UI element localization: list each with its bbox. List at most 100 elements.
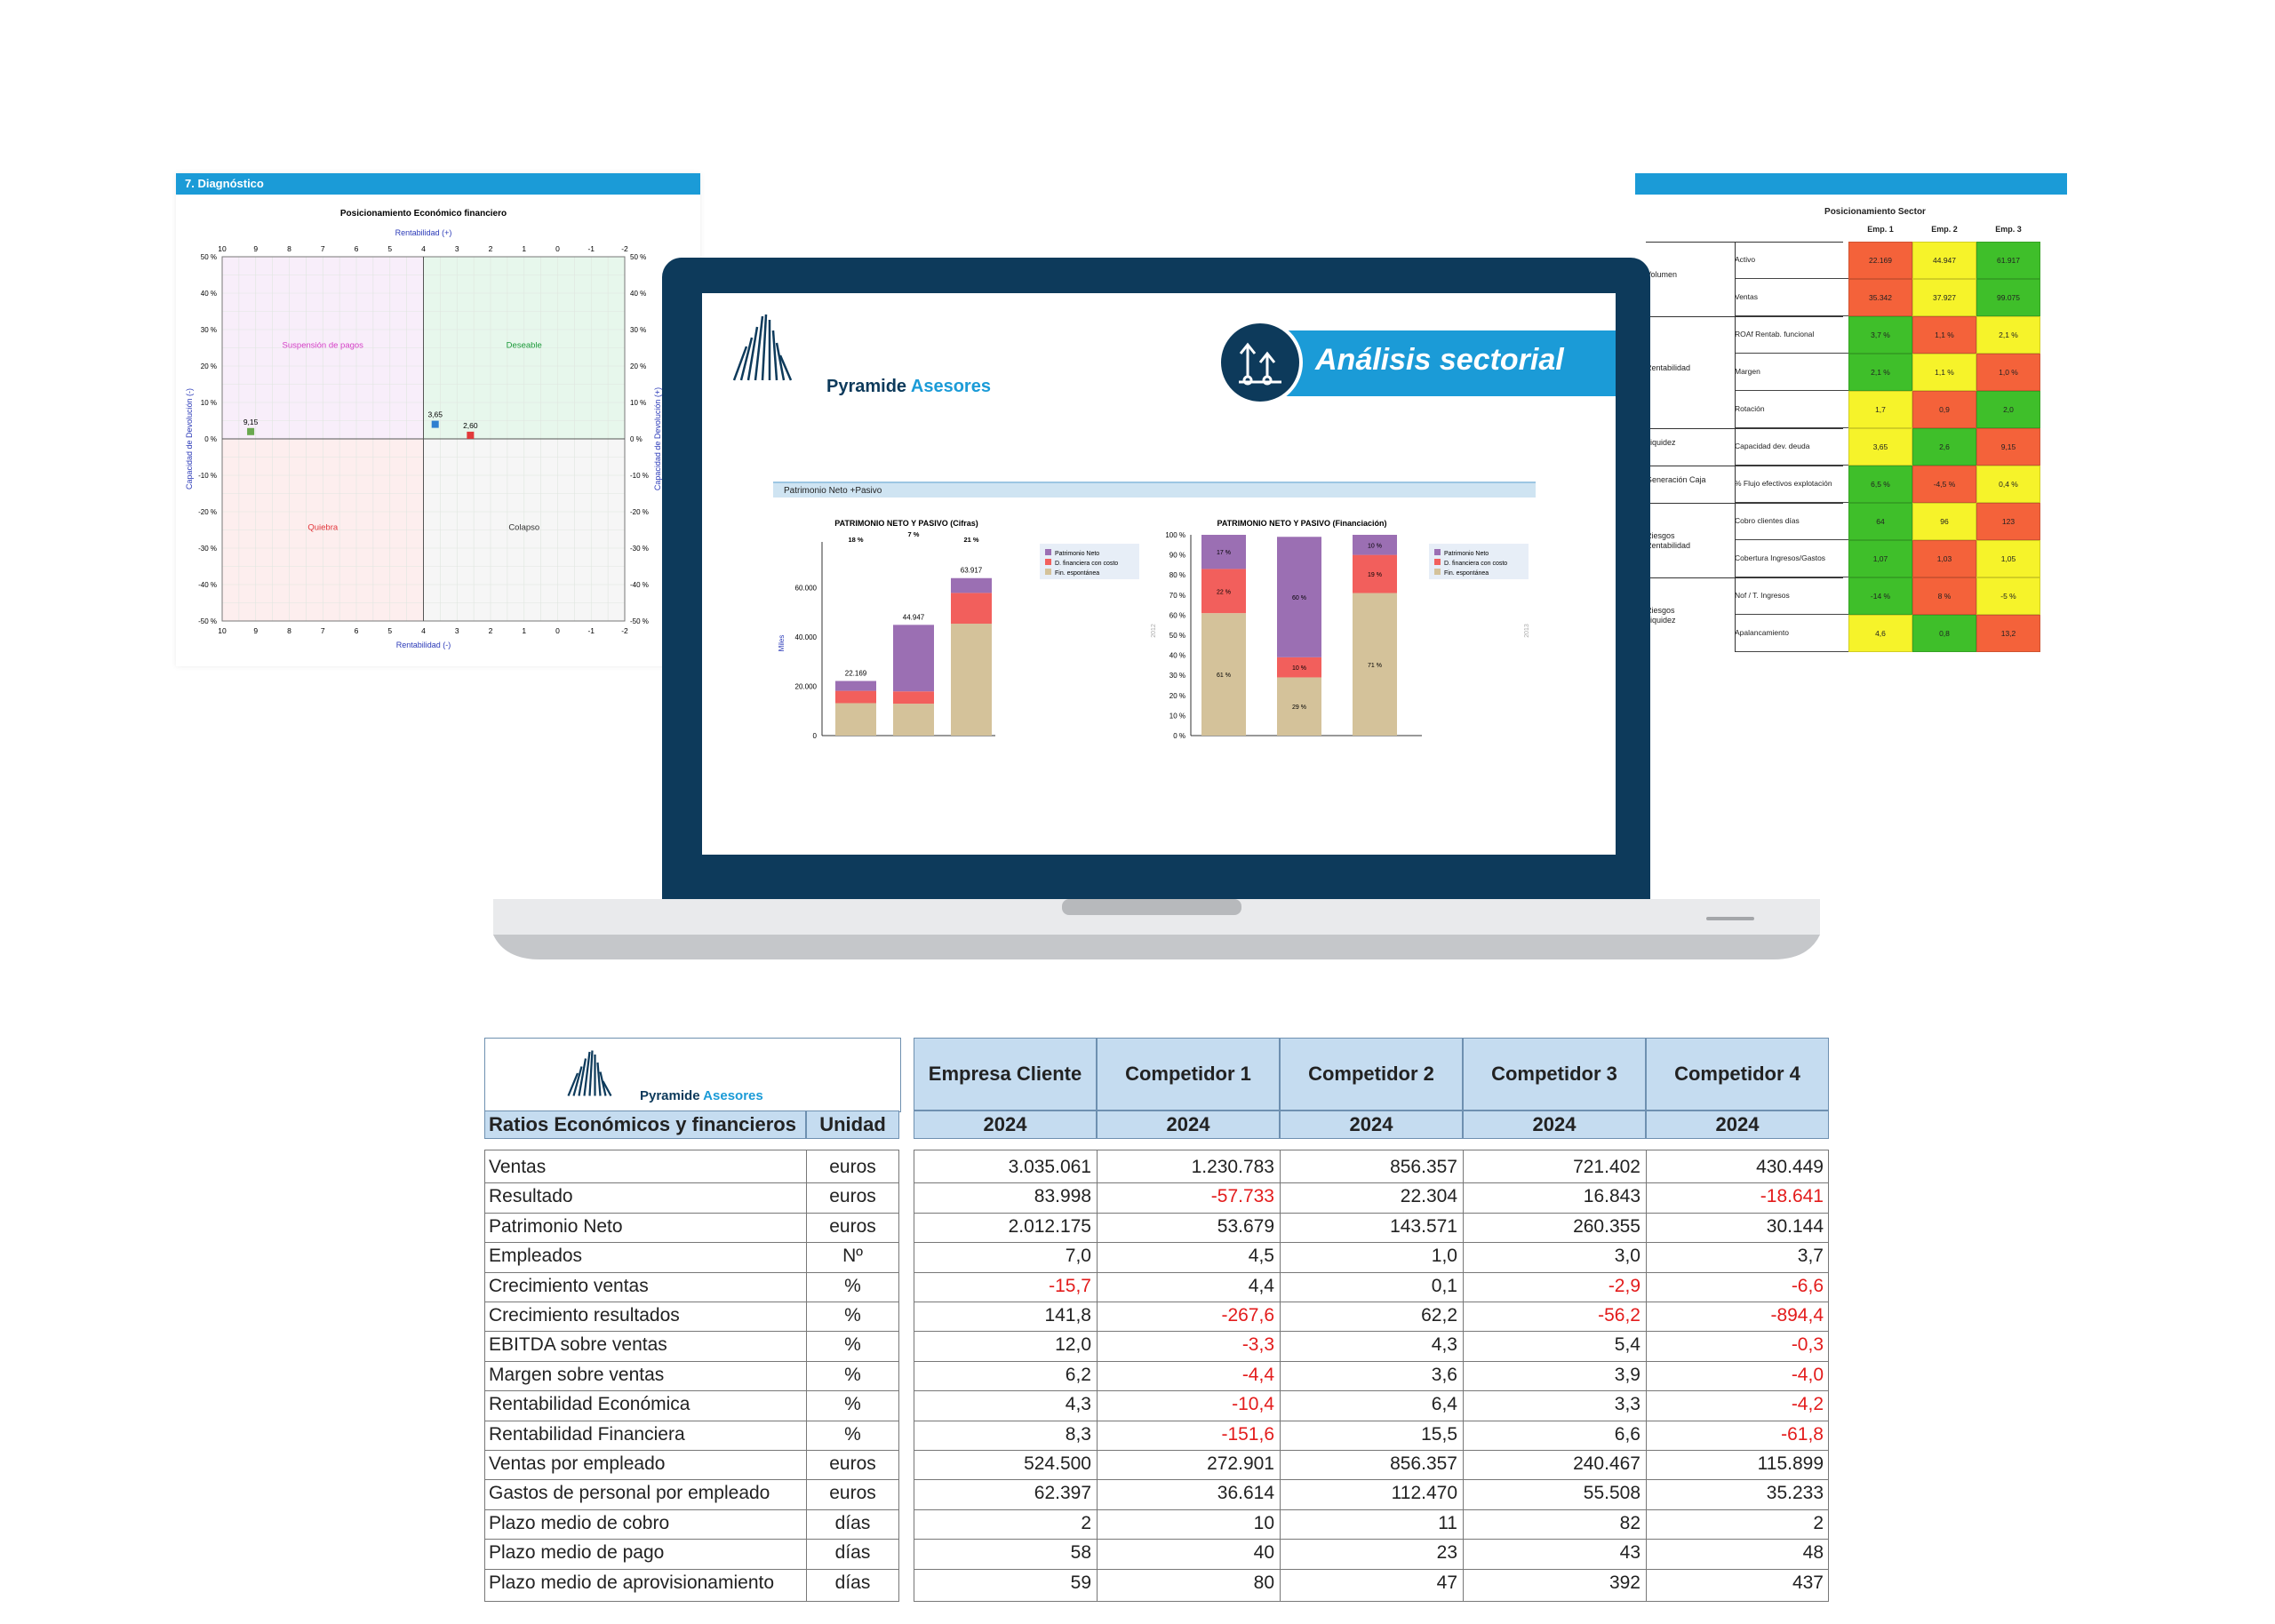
table-cell: 6,4	[1431, 1394, 1457, 1415]
table-cell: 36.614	[1217, 1483, 1274, 1504]
row-unit: %	[844, 1364, 861, 1385]
table-cell: 6,2	[1065, 1364, 1091, 1385]
row-label: Empleados	[489, 1246, 583, 1267]
sector-cell: 1,7	[1848, 391, 1912, 428]
positioning-chart: Posicionamiento Económico financiero Rent…	[185, 209, 662, 649]
row-unit: %	[844, 1275, 861, 1296]
bar-segment	[893, 691, 934, 705]
row-unit: días	[834, 1512, 871, 1533]
table-cell: -4,0	[1791, 1364, 1824, 1385]
divider	[1735, 465, 1848, 466]
x-tick-label: 1	[522, 244, 526, 253]
row-divider	[484, 1271, 899, 1273]
bar-segment	[1201, 569, 1246, 614]
row-divider	[484, 1242, 899, 1244]
y-tick-label: 50 %	[1169, 632, 1185, 640]
table-cell: 437	[1792, 1572, 1824, 1593]
x-tick-label: 8	[287, 244, 291, 253]
year-header: 2024	[1646, 1111, 1829, 1139]
table-cell: 23	[1436, 1542, 1457, 1564]
laptop-display: Pyramide Asesores Análisis sectorial Pat…	[702, 293, 1616, 855]
diagnostico-panel: 7. Diagnóstico Posicionamiento Económico…	[176, 173, 700, 666]
y-tick-label: 40 %	[1169, 652, 1185, 660]
sector-cell: 35.342	[1848, 279, 1912, 316]
row-label: Rentabilidad Económica	[489, 1394, 690, 1415]
x-tick-label: 3	[455, 626, 459, 635]
legend-swatch	[1434, 549, 1441, 555]
y-tick-label: 0 %	[630, 435, 643, 443]
table-cell: -15,7	[1049, 1275, 1091, 1296]
table-cell: 3.035.061	[1008, 1157, 1091, 1177]
y-tick-label: 60.000	[795, 585, 818, 593]
table-cell: -4,2	[1791, 1394, 1824, 1415]
y-tick-label: -20 %	[630, 508, 649, 516]
bar-total-label: 22.169	[845, 670, 867, 678]
cifras-chart: PATRIMONIO NETO Y PASIVO (Cifras) Miles 0 2…	[778, 519, 1139, 740]
sector-cell: 4,6	[1848, 615, 1912, 652]
y-tick-label: 40 %	[201, 290, 217, 298]
table-cell: 721.402	[1573, 1157, 1640, 1177]
x-tick-label: 8	[287, 626, 291, 635]
segment-label: 61 %	[1217, 673, 1231, 679]
y-tick-label: -10 %	[630, 472, 649, 480]
table-cell: 260.355	[1573, 1215, 1640, 1237]
row-label: Plazo medio de cobro	[489, 1512, 670, 1533]
group-label: Volumen	[1646, 270, 1678, 279]
x-tick-label: 0	[555, 244, 560, 253]
x-tick-label: 9	[253, 626, 258, 635]
y-tick-label: -20 %	[198, 508, 217, 516]
group-label: Liquidez	[1646, 438, 1676, 447]
row-label: Ventas	[489, 1157, 547, 1177]
segment-label: 22 %	[1217, 589, 1231, 595]
x-label-bottom: Rentabilidad (-)	[396, 641, 451, 649]
bar-segment	[1353, 593, 1397, 736]
unit-header: Unidad	[806, 1111, 899, 1139]
row-divider	[484, 1212, 899, 1214]
quadrant-label: Colapso	[508, 523, 539, 533]
y-tick-label: -50 %	[198, 617, 217, 625]
legend-box	[1429, 544, 1529, 579]
table-cell: -2,9	[1608, 1275, 1640, 1296]
segment-label: 60 %	[1292, 595, 1306, 601]
ratios-table: Pyramide Asesores Ratios Económicos y fi…	[480, 1033, 1840, 1606]
y-tick-label: 80 %	[1169, 571, 1185, 579]
bar-total-label: 44.947	[903, 613, 925, 621]
legend-box	[1040, 544, 1139, 579]
table-cell: 15,5	[1421, 1423, 1457, 1445]
table-cell: 1,0	[1431, 1246, 1457, 1267]
table-cell: -18.641	[1760, 1186, 1824, 1207]
table-cell: 143.571	[1390, 1215, 1457, 1237]
table-cell: 48	[1802, 1542, 1824, 1564]
sector-cell: 1,1 %	[1912, 354, 1976, 391]
x-tick-label: 10	[218, 244, 227, 253]
row-divider	[484, 1331, 899, 1333]
row-unit: %	[844, 1334, 861, 1356]
sector-cell: 2,1 %	[1976, 316, 2040, 354]
x-tick-label: -1	[587, 244, 595, 253]
y-tick-label: 40 %	[630, 290, 646, 298]
row-label: Activo	[1735, 255, 1756, 264]
row-label: Patrimonio Neto	[489, 1215, 623, 1237]
row-label: Ventas por empleado	[489, 1453, 666, 1474]
sector-cell: 61.917	[1976, 242, 2040, 279]
table-cell: 62,2	[1421, 1305, 1457, 1325]
row-label: EBITDA sobre ventas	[489, 1334, 667, 1356]
sector-cell: 1,0 %	[1976, 354, 2040, 391]
bar-segment	[951, 577, 992, 593]
row-divider	[914, 1479, 1829, 1481]
table-cell: 3,3	[1614, 1394, 1640, 1415]
pct-label: 18 %	[848, 536, 863, 544]
year-header: 2024	[1097, 1111, 1280, 1139]
x-tick-label: 2	[489, 244, 493, 253]
row-unit: euros	[829, 1215, 876, 1237]
row-divider	[914, 1271, 1829, 1273]
section-title: 7. Diagnóstico	[176, 173, 700, 195]
y-tick-label: -30 %	[198, 545, 217, 553]
sector-cell: 1,05	[1976, 540, 2040, 577]
table-cell: 53.679	[1217, 1215, 1274, 1237]
brand-name: Pyramide	[640, 1088, 700, 1103]
legend-label: Fin. espontánea	[1055, 570, 1099, 577]
divider	[1735, 315, 1848, 316]
row-divider	[484, 1182, 899, 1184]
legend-swatch	[1434, 559, 1441, 565]
